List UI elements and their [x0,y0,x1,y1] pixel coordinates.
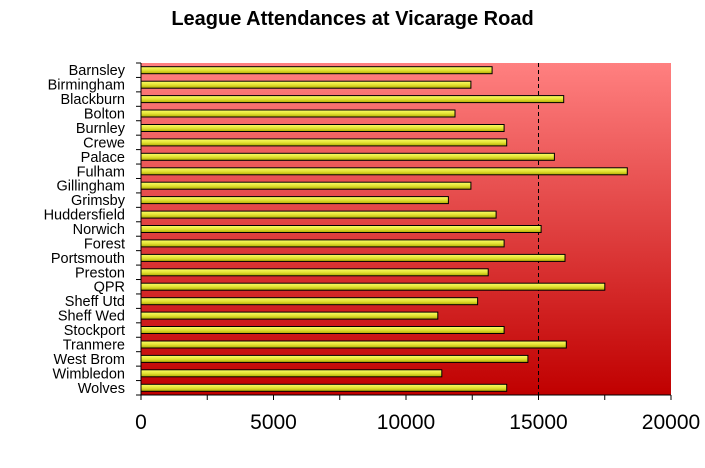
category-label: Wimbledon [52,366,125,382]
bar-wolves [140,383,508,392]
category-label: Huddersfield [44,208,125,224]
bar-gillingham [140,181,472,190]
category-label: Preston [75,265,125,281]
category-label: Birmingham [48,78,125,94]
bar-burnley [140,124,505,132]
bar-blackburn [140,95,565,104]
bar-tranmere [140,340,567,349]
category-label: Bolton [84,107,125,123]
bar-sheff-wed [140,311,439,320]
category-label: Burnley [76,121,126,137]
category-label: Wolves [78,381,125,397]
bar-birmingham [140,80,472,89]
category-label: Palace [81,150,125,166]
bar-portsmouth [140,253,566,262]
category-label: Portsmouth [51,251,125,267]
bar-sheff-utd [140,297,479,306]
category-label: Blackburn [61,92,125,108]
bar-barnsley [140,66,493,75]
category-label: Sheff Wed [58,309,125,325]
bar-west-brom [140,354,529,363]
category-label: Crewe [83,135,125,151]
bar-preston [140,268,489,277]
category-label: Forest [84,236,125,252]
category-label: Barnsley [69,63,126,79]
category-label: Sheff Utd [65,294,125,310]
category-label: Grimsby [71,193,126,209]
bar-bolton [140,109,456,118]
category-label: Gillingham [57,179,126,195]
bar-fulham [140,167,628,176]
x-tick-label: 15000 [509,411,567,434]
bar-crewe [140,138,508,147]
bar-grimsby [140,196,449,205]
category-label: Tranmere [63,337,125,353]
x-tick-label: 5000 [250,411,297,434]
category-label: Norwich [73,222,125,238]
bar-stockport [140,326,505,334]
category-label: West Brom [54,352,125,368]
bar-forest [140,239,505,248]
x-tick-label: 0 [135,411,147,434]
bar-huddersfield [140,210,497,219]
category-label: Fulham [77,164,125,180]
category-label: Stockport [64,323,125,339]
chart-title: League Attendances at Vicarage Road [171,8,534,30]
bar-qpr [140,282,606,291]
x-tick-label: 20000 [642,411,700,434]
bar-norwich [140,225,542,233]
x-tick-label: 10000 [377,411,435,434]
category-label: QPR [94,280,125,296]
bar-wimbledon [140,369,443,378]
bar-palace [140,152,555,161]
